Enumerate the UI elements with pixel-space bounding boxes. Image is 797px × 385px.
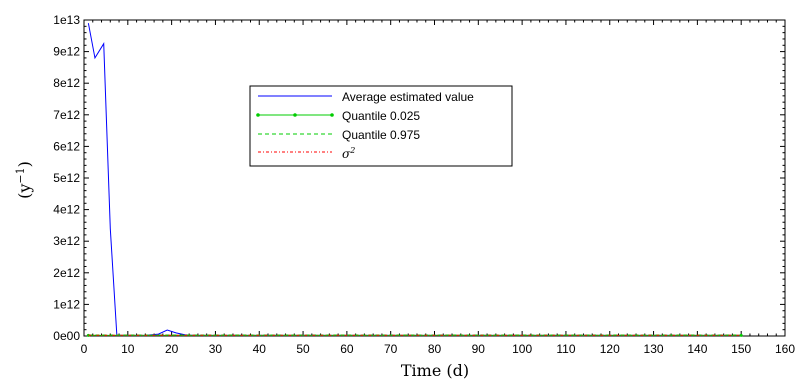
y-tick-label-10: 1e13	[53, 13, 80, 27]
series-line-0	[87, 23, 742, 336]
x-tick-label-15: 150	[731, 342, 751, 356]
plot-area: 0 10 20 30 40 50 60 70 80 90 100 110 120 130 140 150 160…	[53, 13, 795, 356]
x-tick-label-10: 100	[512, 342, 532, 356]
x-tick-label-16: 160	[775, 342, 795, 356]
y-tick-label-1: 1e12	[53, 297, 80, 311]
y-tick-label-8: 8e12	[53, 76, 80, 90]
x-tick-label-3: 30	[209, 342, 223, 356]
y-tick-label-5: 5e12	[53, 171, 80, 185]
x-tick-label-7: 70	[384, 342, 398, 356]
x-tick-label-5: 50	[296, 342, 310, 356]
y-tick-label-3: 3e12	[53, 234, 80, 248]
legend-label-sigma: σ2	[342, 146, 355, 161]
x-tick-label-8: 80	[428, 342, 442, 356]
x-tick-label-14: 140	[687, 342, 707, 356]
legend: Average estimated value Quantile 0.025 Q…	[249, 85, 513, 167]
x-tick-label-12: 120	[600, 342, 620, 356]
legend-label-average: Average estimated value	[342, 90, 474, 104]
legend-label-sigma-sup: 2	[349, 146, 355, 155]
y-tick-label-4: 4e12	[53, 203, 80, 217]
series-layer	[86, 23, 743, 337]
x-tick-label-6: 60	[340, 342, 354, 356]
x-axis-title: Time (d)	[401, 361, 469, 380]
legend-marker-q025-2	[293, 113, 297, 117]
x-tick-label-2: 20	[165, 342, 179, 356]
legend-marker-q025-3	[330, 113, 334, 117]
x-tick-label-11: 110	[556, 342, 575, 356]
legend-label-q975: Quantile 0.975	[342, 128, 420, 142]
y-tick-label-2: 2e12	[53, 266, 80, 280]
x-tick-label-9: 90	[472, 342, 486, 356]
x-tick-label-4: 40	[253, 342, 267, 356]
x-tick-label-0: 0	[81, 342, 88, 356]
y-tick-label-6: 6e12	[53, 139, 80, 153]
y-tick-label-0: 0e00	[53, 329, 80, 343]
plot-frame	[83, 19, 786, 337]
y-axis-title-superscript: −1	[14, 167, 27, 183]
x-tick-label-1: 10	[121, 342, 135, 356]
y-axis-title: (y−1)	[14, 161, 34, 199]
legend-marker-q025-1	[256, 113, 260, 117]
y-tick-label-7: 7e12	[53, 108, 80, 122]
legend-label-q025: Quantile 0.025	[342, 109, 420, 123]
x-tick-label-13: 130	[644, 342, 664, 356]
y-tick-label-9: 9e12	[53, 45, 80, 59]
legend-box	[249, 85, 513, 167]
